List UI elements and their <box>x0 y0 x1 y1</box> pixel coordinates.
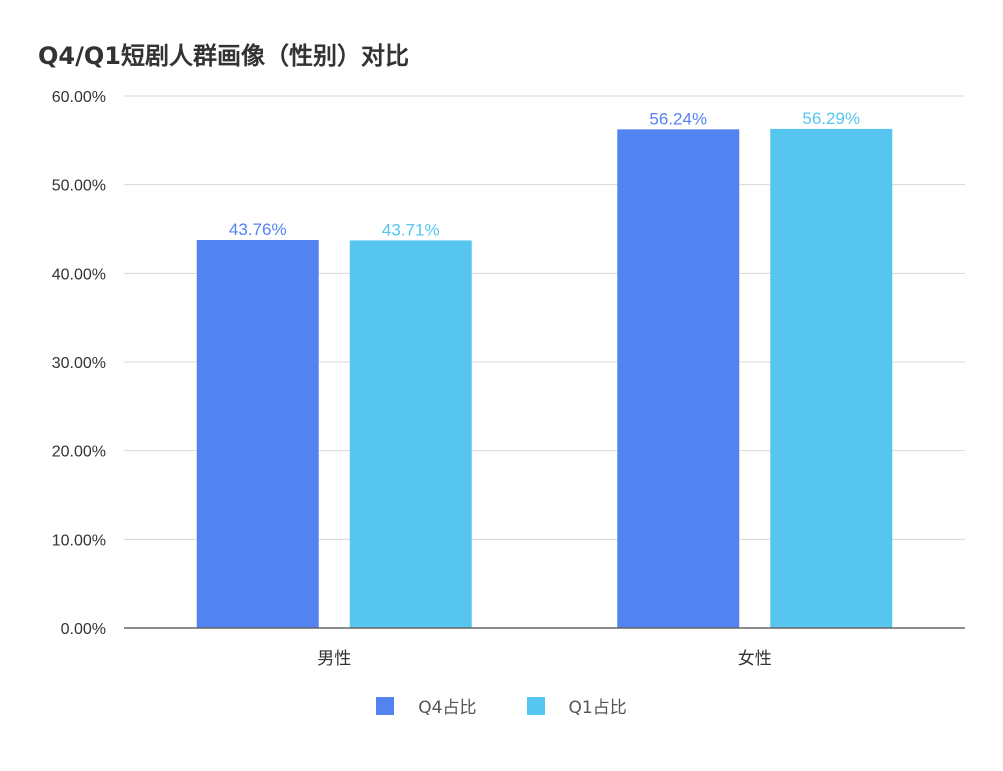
y-tick-label: 10.00% <box>52 532 106 549</box>
y-tick-label: 0.00% <box>61 621 106 638</box>
data-label: 43.76% <box>229 220 287 239</box>
data-label: 56.29% <box>802 109 860 128</box>
legend: Q4占比 Q1占比 <box>0 693 1003 718</box>
data-label: 43.71% <box>382 220 440 239</box>
data-labels: 43.76% 43.71% 56.24% 56.29% <box>229 109 860 240</box>
data-label: 56.24% <box>649 109 707 128</box>
bar-q1-0[interactable] <box>349 240 472 629</box>
x-tick-label: 男性 <box>317 649 351 669</box>
legend-label-q4: Q4占比 <box>418 698 477 718</box>
y-axis: 0.00% 10.00% 20.00% 30.00% 40.00% 50.00% 60.00… <box>52 89 106 638</box>
y-tick-label: 50.00% <box>52 178 106 195</box>
chart-title: Q4/Q1短剧人群画像（性别）对比 <box>38 42 409 70</box>
bars <box>196 128 893 629</box>
legend-swatch-q4 <box>376 696 395 715</box>
legend-swatch-q1 <box>526 696 545 715</box>
legend-label-q1: Q1占比 <box>568 698 627 718</box>
y-tick-label: 20.00% <box>52 444 106 461</box>
legend-item-q4[interactable]: Q4占比 <box>376 693 477 718</box>
bar-q4-0[interactable] <box>196 239 319 628</box>
y-tick-label: 30.00% <box>52 355 106 372</box>
y-tick-label: 40.00% <box>52 266 106 283</box>
y-tick-label: 60.00% <box>52 89 106 106</box>
x-tick-label: 女性 <box>738 649 772 669</box>
x-axis: 男性 女性 <box>124 627 965 669</box>
legend-item-q1[interactable]: Q1占比 <box>526 693 627 718</box>
bar-q4-1[interactable] <box>617 129 740 628</box>
bar-q1-1[interactable] <box>770 128 893 629</box>
